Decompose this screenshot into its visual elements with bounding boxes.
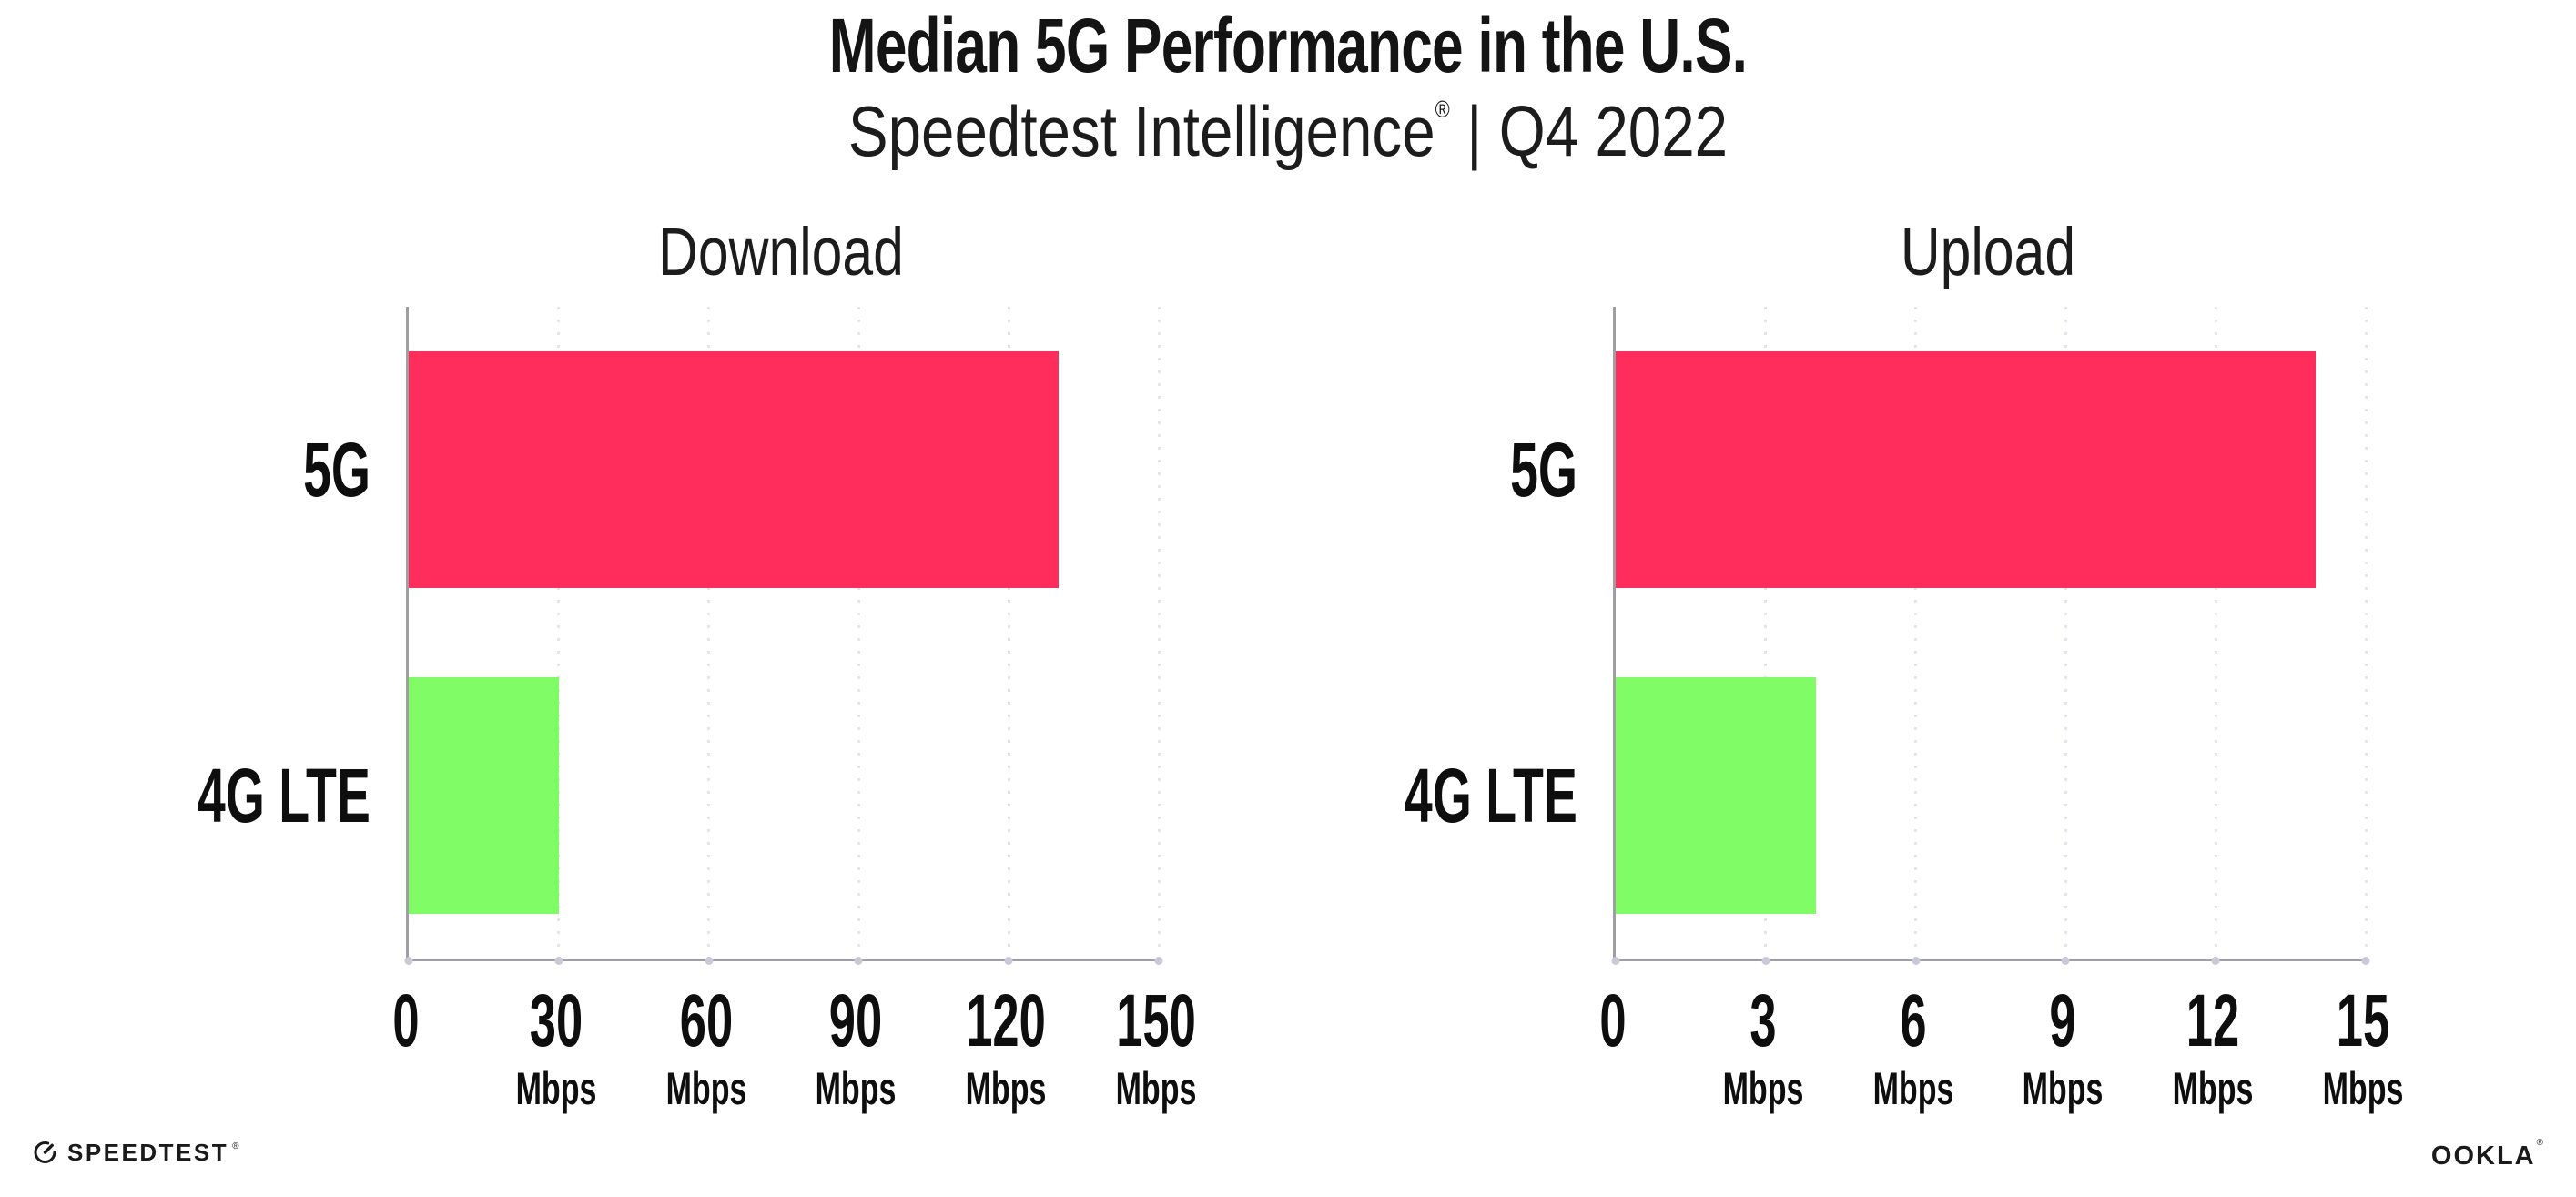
x-tick-number: 120 <box>966 979 1046 1062</box>
category-label-4g-lte: 4G LTE <box>198 753 370 838</box>
x-tick-12: 12 Mbps <box>2154 979 2273 1114</box>
xaxis-download: 0 30 Mbps 60 Mbps 90 Mbps 120 Mbps 150 Mbps <box>392 979 1196 1130</box>
x-tick-unit: Mbps <box>665 1063 746 1114</box>
x-tick-number: 6 <box>1899 979 1927 1062</box>
axis-tick-dot <box>1912 957 1921 965</box>
x-tick-number: 3 <box>1749 979 1777 1062</box>
category-band-5g: 5G <box>1510 307 2366 633</box>
speedtest-gauge-icon <box>34 1141 56 1163</box>
plot-download: 5G 4G LTE <box>198 307 1163 965</box>
panel-title-upload: Upload <box>1900 214 2076 289</box>
vertical-gridline <box>707 307 711 959</box>
panel-title-download: Download <box>658 214 904 289</box>
x-tick-0: 0 <box>385 984 427 1059</box>
x-tick-number: 90 <box>829 979 883 1062</box>
axis-tick-dot <box>705 957 714 965</box>
category-band-4g-lte: 4G LTE <box>1405 633 2366 959</box>
vertical-gridline <box>557 307 561 959</box>
x-tick-15: 15 Mbps <box>2304 979 2423 1114</box>
speedtest-logo-text: SPEEDTEST <box>67 1138 229 1166</box>
ookla-trademark: ® <box>2536 1138 2543 1148</box>
vertical-gridline <box>1157 307 1161 959</box>
x-tick-unit: Mbps <box>1115 1063 1197 1114</box>
category-band-5g: 5G <box>303 307 1159 633</box>
plot-upload: 5G 4G LTE <box>1405 307 2370 965</box>
axis-tick-dot <box>1154 957 1163 965</box>
x-tick-unit: Mbps <box>515 1063 597 1114</box>
category-label-5g: 5G <box>303 427 370 512</box>
x-tick-0: 0 <box>1592 984 1634 1059</box>
x-tick-number: 150 <box>1116 979 1196 1062</box>
axis-tick-dot <box>2361 957 2370 965</box>
x-tick-number: 9 <box>2049 979 2076 1062</box>
x-tick-unit: Mbps <box>2023 1063 2104 1114</box>
x-tick-unit: Mbps <box>1872 1063 1953 1114</box>
bar-4g-lte <box>1616 677 1816 914</box>
bar-5g <box>409 351 1060 588</box>
vertical-gridline <box>2214 307 2217 959</box>
vertical-gridline <box>2364 307 2368 959</box>
bar-5g <box>1616 351 2317 588</box>
x-tick-unit: Mbps <box>1722 1063 1804 1114</box>
axis-tick-dot <box>2061 957 2070 965</box>
x-tick-9: 9 Mbps <box>2003 979 2123 1114</box>
vertical-gridline <box>857 307 860 959</box>
vertical-gridline <box>2064 307 2067 959</box>
chart-title: Median 5G Performance in the U.S. <box>828 3 1748 88</box>
x-tick-90: 90 Mbps <box>796 979 916 1114</box>
ookla-logo-text: OOKLA <box>2430 1141 2536 1171</box>
vertical-gridline <box>1007 307 1010 959</box>
axis-tick-dot <box>1611 957 1620 965</box>
x-tick-6: 6 Mbps <box>1853 979 1973 1114</box>
x-tick-120: 120 Mbps <box>944 979 1069 1114</box>
category-label-4g-lte: 4G LTE <box>1405 753 1577 838</box>
axis-tick-dot <box>1004 957 1013 965</box>
ookla-logo: OOKLA ® <box>2430 1138 2543 1171</box>
chart-subtitle: Speedtest Intelligence® | Q4 2022 <box>206 91 2369 171</box>
x-tick-150: 150 Mbps <box>1094 979 1219 1114</box>
speedtest-logo: SPEEDTEST ® <box>33 1140 238 1164</box>
x-tick-number: 0 <box>392 979 420 1062</box>
x-tick-unit: Mbps <box>2322 1063 2404 1114</box>
x-tick-unit: Mbps <box>816 1063 897 1114</box>
axis-tick-dot <box>404 957 413 965</box>
x-tick-number: 60 <box>679 979 733 1062</box>
x-tick-number: 0 <box>1599 979 1627 1062</box>
bar-4g-lte <box>409 677 559 914</box>
subtitle-registered-mark: ® <box>1435 96 1450 123</box>
speedtest-trademark: ® <box>232 1141 239 1151</box>
subtitle-separator: | <box>1466 91 1483 171</box>
x-tick-number: 12 <box>2186 979 2240 1062</box>
x-tick-60: 60 Mbps <box>646 979 766 1114</box>
vertical-gridline <box>1764 307 1768 959</box>
x-tick-unit: Mbps <box>965 1063 1047 1114</box>
axis-tick-dot <box>854 957 863 965</box>
x-tick-unit: Mbps <box>2172 1063 2254 1114</box>
category-band-4g-lte: 4G LTE <box>198 633 1159 959</box>
x-tick-30: 30 Mbps <box>497 979 616 1114</box>
category-label-5g: 5G <box>1510 427 1577 512</box>
axis-tick-dot <box>1761 957 1770 965</box>
axis-tick-dot <box>2211 957 2220 965</box>
xaxis-upload: 0 3 Mbps 6 Mbps 9 Mbps 12 Mbps 15 Mbps <box>1599 979 2403 1130</box>
x-tick-number: 15 <box>2336 979 2390 1062</box>
subtitle-period: Q4 2022 <box>1498 91 1729 171</box>
vertical-gridline <box>1914 307 1918 959</box>
axis-tick-dot <box>554 957 563 965</box>
subtitle-brand: Speedtest Intelligence <box>847 91 1435 171</box>
x-tick-number: 30 <box>529 979 583 1062</box>
x-tick-3: 3 Mbps <box>1704 979 1823 1114</box>
